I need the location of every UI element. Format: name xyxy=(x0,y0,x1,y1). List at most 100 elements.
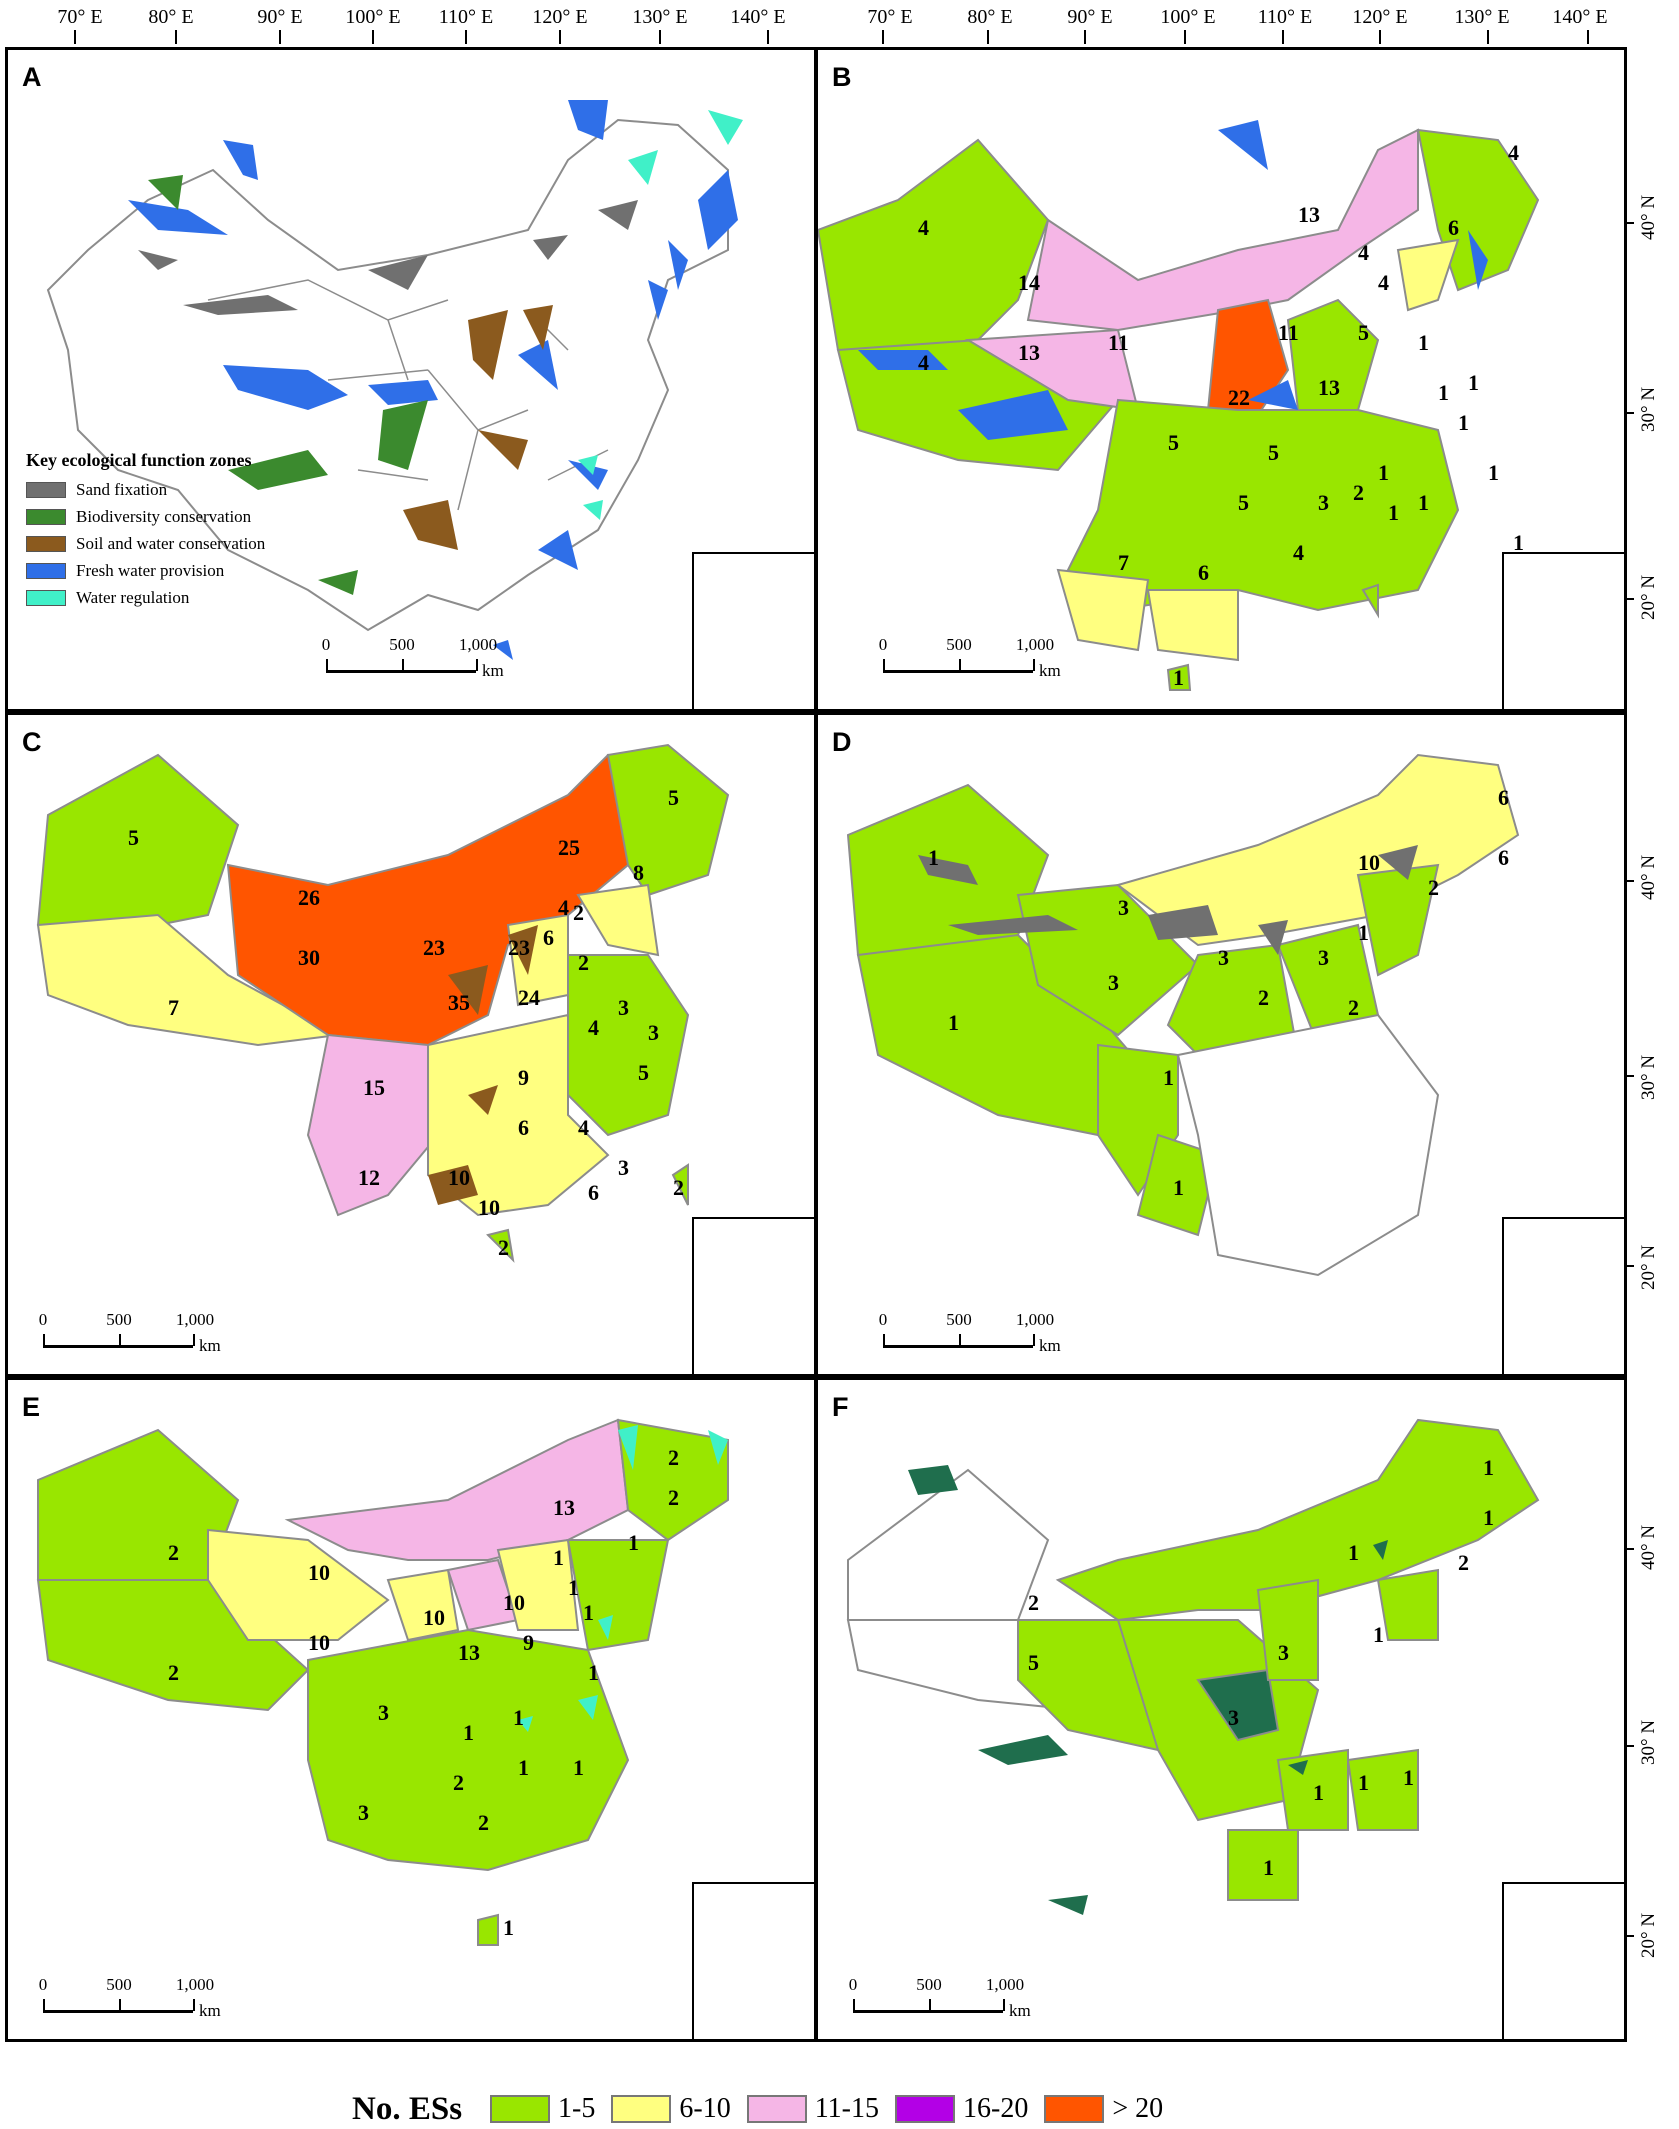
region-label: 2 xyxy=(1353,480,1364,505)
lon-label: 120° E xyxy=(1352,6,1408,28)
region-label: 1 xyxy=(568,1575,579,1600)
region-label: 3 xyxy=(1228,1705,1239,1730)
region-label: 13 xyxy=(1318,375,1340,400)
region-label: 1 xyxy=(1438,380,1449,405)
region-label: 14 xyxy=(1018,270,1040,295)
region-label: 2 xyxy=(573,900,584,925)
region-label: 1 xyxy=(1313,1780,1324,1805)
region-label: 1 xyxy=(1358,1770,1369,1795)
region-label: 13 xyxy=(458,1640,480,1665)
zone-biodiversity xyxy=(148,175,428,595)
region-label: 6 xyxy=(1498,845,1509,870)
region-label: 23 xyxy=(508,935,530,960)
region-label: 1 xyxy=(1388,500,1399,525)
longitude-axis-left: 70° E 80° E 90° E 100° E 110° E 120° E 1… xyxy=(0,0,820,44)
region-label: 5 xyxy=(128,825,139,850)
legend-item: Biodiversity conservation xyxy=(26,503,296,530)
region-label: 1 xyxy=(1348,1540,1359,1565)
region-label: 4 xyxy=(578,1115,589,1140)
panel-f: 1 1 1 2 2 5 3 3 1 1 1 1 1 F 0 500 1,000 … xyxy=(815,1377,1627,2042)
legend-title: Key ecological function zones xyxy=(26,450,252,470)
region-label: 1 xyxy=(1483,1455,1494,1480)
region-label: 3 xyxy=(1318,945,1329,970)
region-label: 23 xyxy=(423,935,445,960)
legend-item: Soil and water conservation xyxy=(26,530,296,557)
south-china-sea-inset xyxy=(1502,552,1624,709)
region-label: 13 xyxy=(1298,202,1320,227)
region-label: 6 xyxy=(1498,785,1509,810)
map-a xyxy=(46,100,743,660)
region-label: 1 xyxy=(1418,330,1429,355)
panel-a: A Key ecological function zones Sand fix… xyxy=(5,47,817,712)
region-label: 1 xyxy=(553,1545,564,1570)
region-label: 22 xyxy=(1228,385,1250,410)
lon-label: 90° E xyxy=(257,6,303,28)
region-label: 1 xyxy=(1163,1065,1174,1090)
region-label: 5 xyxy=(1358,320,1369,345)
south-china-sea-inset xyxy=(692,1882,814,2039)
region-label: 11 xyxy=(1108,330,1129,355)
lon-label: 140° E xyxy=(730,6,786,28)
region-label: 3 xyxy=(1318,490,1329,515)
region-label: 1 xyxy=(1488,460,1499,485)
lon-label: 110° E xyxy=(438,6,494,28)
region-label: 1 xyxy=(628,1530,639,1555)
region-label: 9 xyxy=(518,1065,529,1090)
region-label: 5 xyxy=(668,785,679,810)
region-label: 4 xyxy=(588,1015,599,1040)
zone-soil-water xyxy=(403,305,553,550)
region-label: 2 xyxy=(1258,985,1269,1010)
region-label: 3 xyxy=(1118,895,1129,920)
zone-water-regulation xyxy=(578,110,743,520)
region-label: 3 xyxy=(1218,945,1229,970)
region-label: 2 xyxy=(1458,1550,1469,1575)
panel-letter: F xyxy=(832,1392,849,1422)
lon-label: 120° E xyxy=(532,6,588,28)
panel-letter: C xyxy=(22,727,42,757)
region-label: 8 xyxy=(633,860,644,885)
region-label: 25 xyxy=(558,835,580,860)
legend-key-zones: Key ecological function zones Sand fixat… xyxy=(26,450,296,611)
region-label: 1 xyxy=(463,1720,474,1745)
region-label: 2 xyxy=(668,1445,679,1470)
region-label: 10 xyxy=(478,1195,500,1220)
legend-item: Water regulation xyxy=(26,584,296,611)
lon-label: 100° E xyxy=(345,6,401,28)
region-label: 6 xyxy=(588,1180,599,1205)
region-label: 1 xyxy=(1173,1175,1184,1200)
region-label: 2 xyxy=(1348,995,1359,1020)
region-label: 10 xyxy=(1358,850,1380,875)
panel-letter: A xyxy=(22,62,42,92)
region-label: 1 xyxy=(513,1705,524,1730)
region-label: 35 xyxy=(448,990,470,1015)
legend-item: > 20 xyxy=(1044,2093,1163,2125)
legend-title: No. ESs xyxy=(352,2090,463,2127)
region-label: 5 xyxy=(1238,490,1249,515)
map-b: 4 4 4 6 13 14 13 11 11 5 4 1 1 1 22 13 1… xyxy=(818,120,1540,691)
region-label: 3 xyxy=(358,1800,369,1825)
region-label: 1 xyxy=(1263,1855,1274,1880)
region-label: 5 xyxy=(1028,1650,1039,1675)
region-label: 1 xyxy=(1403,1765,1414,1790)
lon-label: 90° E xyxy=(1067,6,1113,28)
south-china-sea-inset xyxy=(1502,1217,1624,1374)
region-label: 12 xyxy=(358,1165,380,1190)
region-label: 24 xyxy=(518,985,540,1010)
region-label: 26 xyxy=(298,885,320,910)
zone-sand-fixation xyxy=(138,200,638,315)
map-c: 5 5 25 26 30 7 23 23 35 24 8 4 2 6 2 3 4… xyxy=(36,743,730,1263)
legend-item: 6-10 xyxy=(611,2093,731,2125)
region-label: 2 xyxy=(168,1540,179,1565)
region-label: 3 xyxy=(618,1155,629,1180)
region-label: 3 xyxy=(1278,1640,1289,1665)
region-label: 1 xyxy=(928,845,939,870)
region-label: 10 xyxy=(308,1560,330,1585)
legend-item: Sand fixation xyxy=(26,476,296,503)
region-label: 1 xyxy=(1173,665,1184,690)
region-label: 4 xyxy=(1378,270,1389,295)
region-label: 1 xyxy=(1458,410,1469,435)
region-label: 1 xyxy=(1418,490,1429,515)
longitude-axis-right: 70° E 80° E 90° E 100° E 110° E 120° E 1… xyxy=(820,0,1679,44)
region-label: 1 xyxy=(948,1010,959,1035)
region-label: 1 xyxy=(518,1755,529,1780)
